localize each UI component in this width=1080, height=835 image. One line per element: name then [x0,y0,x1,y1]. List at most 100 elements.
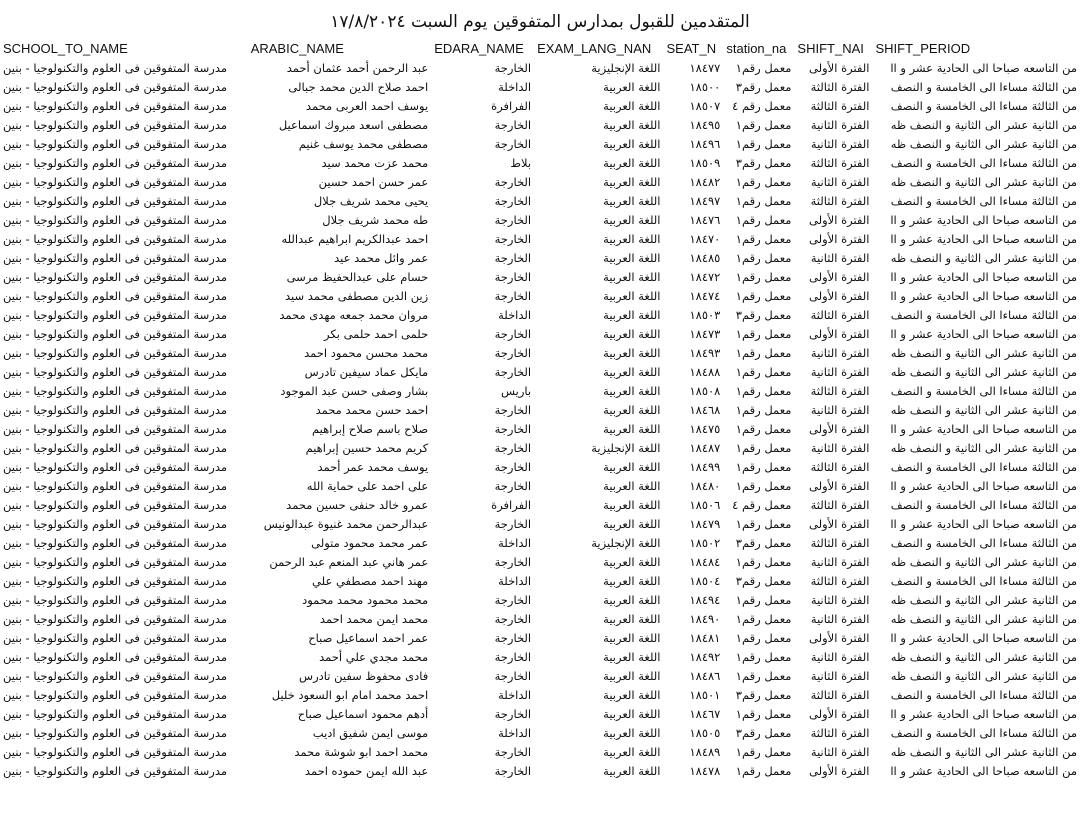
exam-lang-cell: اللغة العربية [603,213,661,227]
seat-number-cell: ١٨٤٩٩ [689,460,721,474]
edara-cell: الخارجة [494,251,532,265]
exam-lang-cell: اللغة العربية [603,327,661,341]
student-name-cell: طه محمد شريف جلال [322,213,429,227]
seat-number-cell: ١٨٥٠١ [689,688,721,702]
edara-cell: الخارجة [494,137,532,151]
header-arabic-name: ARABIC_NAME [250,41,344,56]
shift-name-cell: الفترة الأولى [809,422,870,436]
station-cell: معمل رقم١ [735,479,792,493]
edara-cell: بلاط [510,156,532,170]
shift-name-cell: الفترة الثانية [810,555,870,569]
shift-name-cell: الفترة الأولى [809,232,870,246]
shift-period-cell: من الثالثة مساءا الى الخامسة و النصف [890,460,1077,474]
station-cell: معمل رقم٣ [735,726,792,740]
edara-cell: الخارجة [494,764,532,778]
seat-number-cell: ١٨٤٩٠ [689,612,721,626]
exam-lang-cell: اللغة العربية [603,479,661,493]
school-cell: مدرسة المتفوقين فى العلوم والتكنولوجيا -… [3,213,228,227]
station-cell: معمل رقم ٤ [732,498,792,512]
edara-cell: الخارجة [494,650,532,664]
school-cell: مدرسة المتفوقين فى العلوم والتكنولوجيا -… [3,118,228,132]
shift-period-cell: من الثانية عشر الى الثانية و النصف ظه [890,555,1077,569]
header-station: station_na [726,41,787,56]
shift-name-cell: الفترة الثالثة [810,574,870,588]
seat-number-cell: ١٨٤٧٠ [689,232,721,246]
shift-period-cell: من الثانية عشر الى الثانية و النصف ظه [890,745,1077,759]
edara-cell: الخارجة [494,460,532,474]
student-name-cell: محمد ايمن محمد احمد [319,612,429,626]
shift-period-cell: من التاسعه صباحا الى الحادية عشر و اا [890,232,1077,246]
edara-cell: الخارجة [494,745,532,759]
table-row: مدرسة المتفوقين فى العلوم والتكنولوجيا -… [0,230,1080,249]
exam-lang-cell: اللغة العربية [603,726,661,740]
shift-name-cell: الفترة الثالثة [810,156,870,170]
shift-period-cell: من الثالثة مساءا الى الخامسة و النصف [890,156,1077,170]
exam-lang-cell: اللغة العربية [603,593,661,607]
shift-period-cell: من التاسعه صباحا الى الحادية عشر و اا [890,764,1077,778]
edara-cell: الخارجة [494,479,532,493]
shift-period-cell: من الثانية عشر الى الثانية و النصف ظه [890,403,1077,417]
school-cell: مدرسة المتفوقين فى العلوم والتكنولوجيا -… [3,479,228,493]
shift-period-cell: من الثانية عشر الى الثانية و النصف ظه [890,365,1077,379]
table-row: مدرسة المتفوقين فى العلوم والتكنولوجيا -… [0,306,1080,325]
school-cell: مدرسة المتفوقين فى العلوم والتكنولوجيا -… [3,403,228,417]
shift-period-cell: من الثالثة مساءا الى الخامسة و النصف [890,498,1077,512]
table-row: مدرسة المتفوقين فى العلوم والتكنولوجيا -… [0,382,1080,401]
edara-cell: الخارجة [494,232,532,246]
shift-name-cell: الفترة الأولى [809,61,870,75]
table-row: مدرسة المتفوقين فى العلوم والتكنولوجيا -… [0,572,1080,591]
table-row: مدرسة المتفوقين فى العلوم والتكنولوجيا -… [0,97,1080,116]
edara-cell: الخارجة [494,707,532,721]
shift-name-cell: الفترة الثانية [810,669,870,683]
exam-lang-cell: اللغة العربية [603,764,661,778]
shift-period-cell: من الثانية عشر الى الثانية و النصف ظه [890,251,1077,265]
table-row: مدرسة المتفوقين فى العلوم والتكنولوجيا -… [0,325,1080,344]
exam-lang-cell: اللغة العربية [603,745,661,759]
edara-cell: الداخلة [498,688,532,702]
edara-cell: الداخلة [498,308,532,322]
shift-name-cell: الفترة الثانية [810,593,870,607]
seat-number-cell: ١٨٤٨٧ [689,441,721,455]
school-cell: مدرسة المتفوقين فى العلوم والتكنولوجيا -… [3,61,228,75]
shift-period-cell: من الثالثة مساءا الى الخامسة و النصف [890,536,1077,550]
seat-number-cell: ١٨٤٨٩ [689,745,721,759]
table-row: مدرسة المتفوقين فى العلوم والتكنولوجيا -… [0,553,1080,572]
header-school: SCHOOL_TO_NAME [3,41,128,56]
student-name-cell: عبد الرحمن أحمد عثمان أحمد [286,61,429,75]
seat-number-cell: ١٨٤٧٥ [689,422,721,436]
station-cell: معمل رقم١ [735,612,792,626]
school-cell: مدرسة المتفوقين فى العلوم والتكنولوجيا -… [3,631,228,645]
school-cell: مدرسة المتفوقين فى العلوم والتكنولوجيا -… [3,688,228,702]
shift-period-cell: من الثانية عشر الى الثانية و النصف ظه [890,650,1077,664]
station-cell: معمل رقم١ [735,175,792,189]
edara-cell: الخارجة [494,422,532,436]
shift-period-cell: من التاسعه صباحا الى الحادية عشر و اا [890,61,1077,75]
station-cell: معمل رقم١ [735,555,792,569]
exam-lang-cell: اللغة العربية [603,175,661,189]
seat-number-cell: ١٨٤٨٠ [689,479,721,493]
school-cell: مدرسة المتفوقين فى العلوم والتكنولوجيا -… [3,175,228,189]
edara-cell: الخارجة [494,61,532,75]
seat-number-cell: ١٨٤٩٣ [689,346,721,360]
student-name-cell: عمر وائل محمد عيد [334,251,429,265]
edara-cell: الخارجة [494,289,532,303]
table-row: مدرسة المتفوقين فى العلوم والتكنولوجيا -… [0,591,1080,610]
school-cell: مدرسة المتفوقين فى العلوم والتكنولوجيا -… [3,156,228,170]
shift-name-cell: الفترة الثانية [810,175,870,189]
station-cell: معمل رقم١ [735,384,792,398]
shift-name-cell: الفترة الثالثة [810,498,870,512]
student-name-cell: أدهم محمود اسماعيل صباح [297,707,429,721]
student-name-cell: عمرو خالد حنفى حسين محمد [286,498,429,512]
seat-number-cell: ١٨٥٠٣ [689,308,721,322]
student-name-cell: عبد الله ايمن حموده احمد [304,764,429,778]
school-cell: مدرسة المتفوقين فى العلوم والتكنولوجيا -… [3,422,228,436]
school-cell: مدرسة المتفوقين فى العلوم والتكنولوجيا -… [3,707,228,721]
school-cell: مدرسة المتفوقين فى العلوم والتكنولوجيا -… [3,555,228,569]
table-row: مدرسة المتفوقين فى العلوم والتكنولوجيا -… [0,496,1080,515]
exam-lang-cell: اللغة العربية [603,308,661,322]
shift-period-cell: من الثانية عشر الى الثانية و النصف ظه [890,346,1077,360]
exam-lang-cell: اللغة العربية [603,460,661,474]
exam-lang-cell: اللغة العربية [603,156,661,170]
edara-cell: الخارجة [494,175,532,189]
school-cell: مدرسة المتفوقين فى العلوم والتكنولوجيا -… [3,270,228,284]
